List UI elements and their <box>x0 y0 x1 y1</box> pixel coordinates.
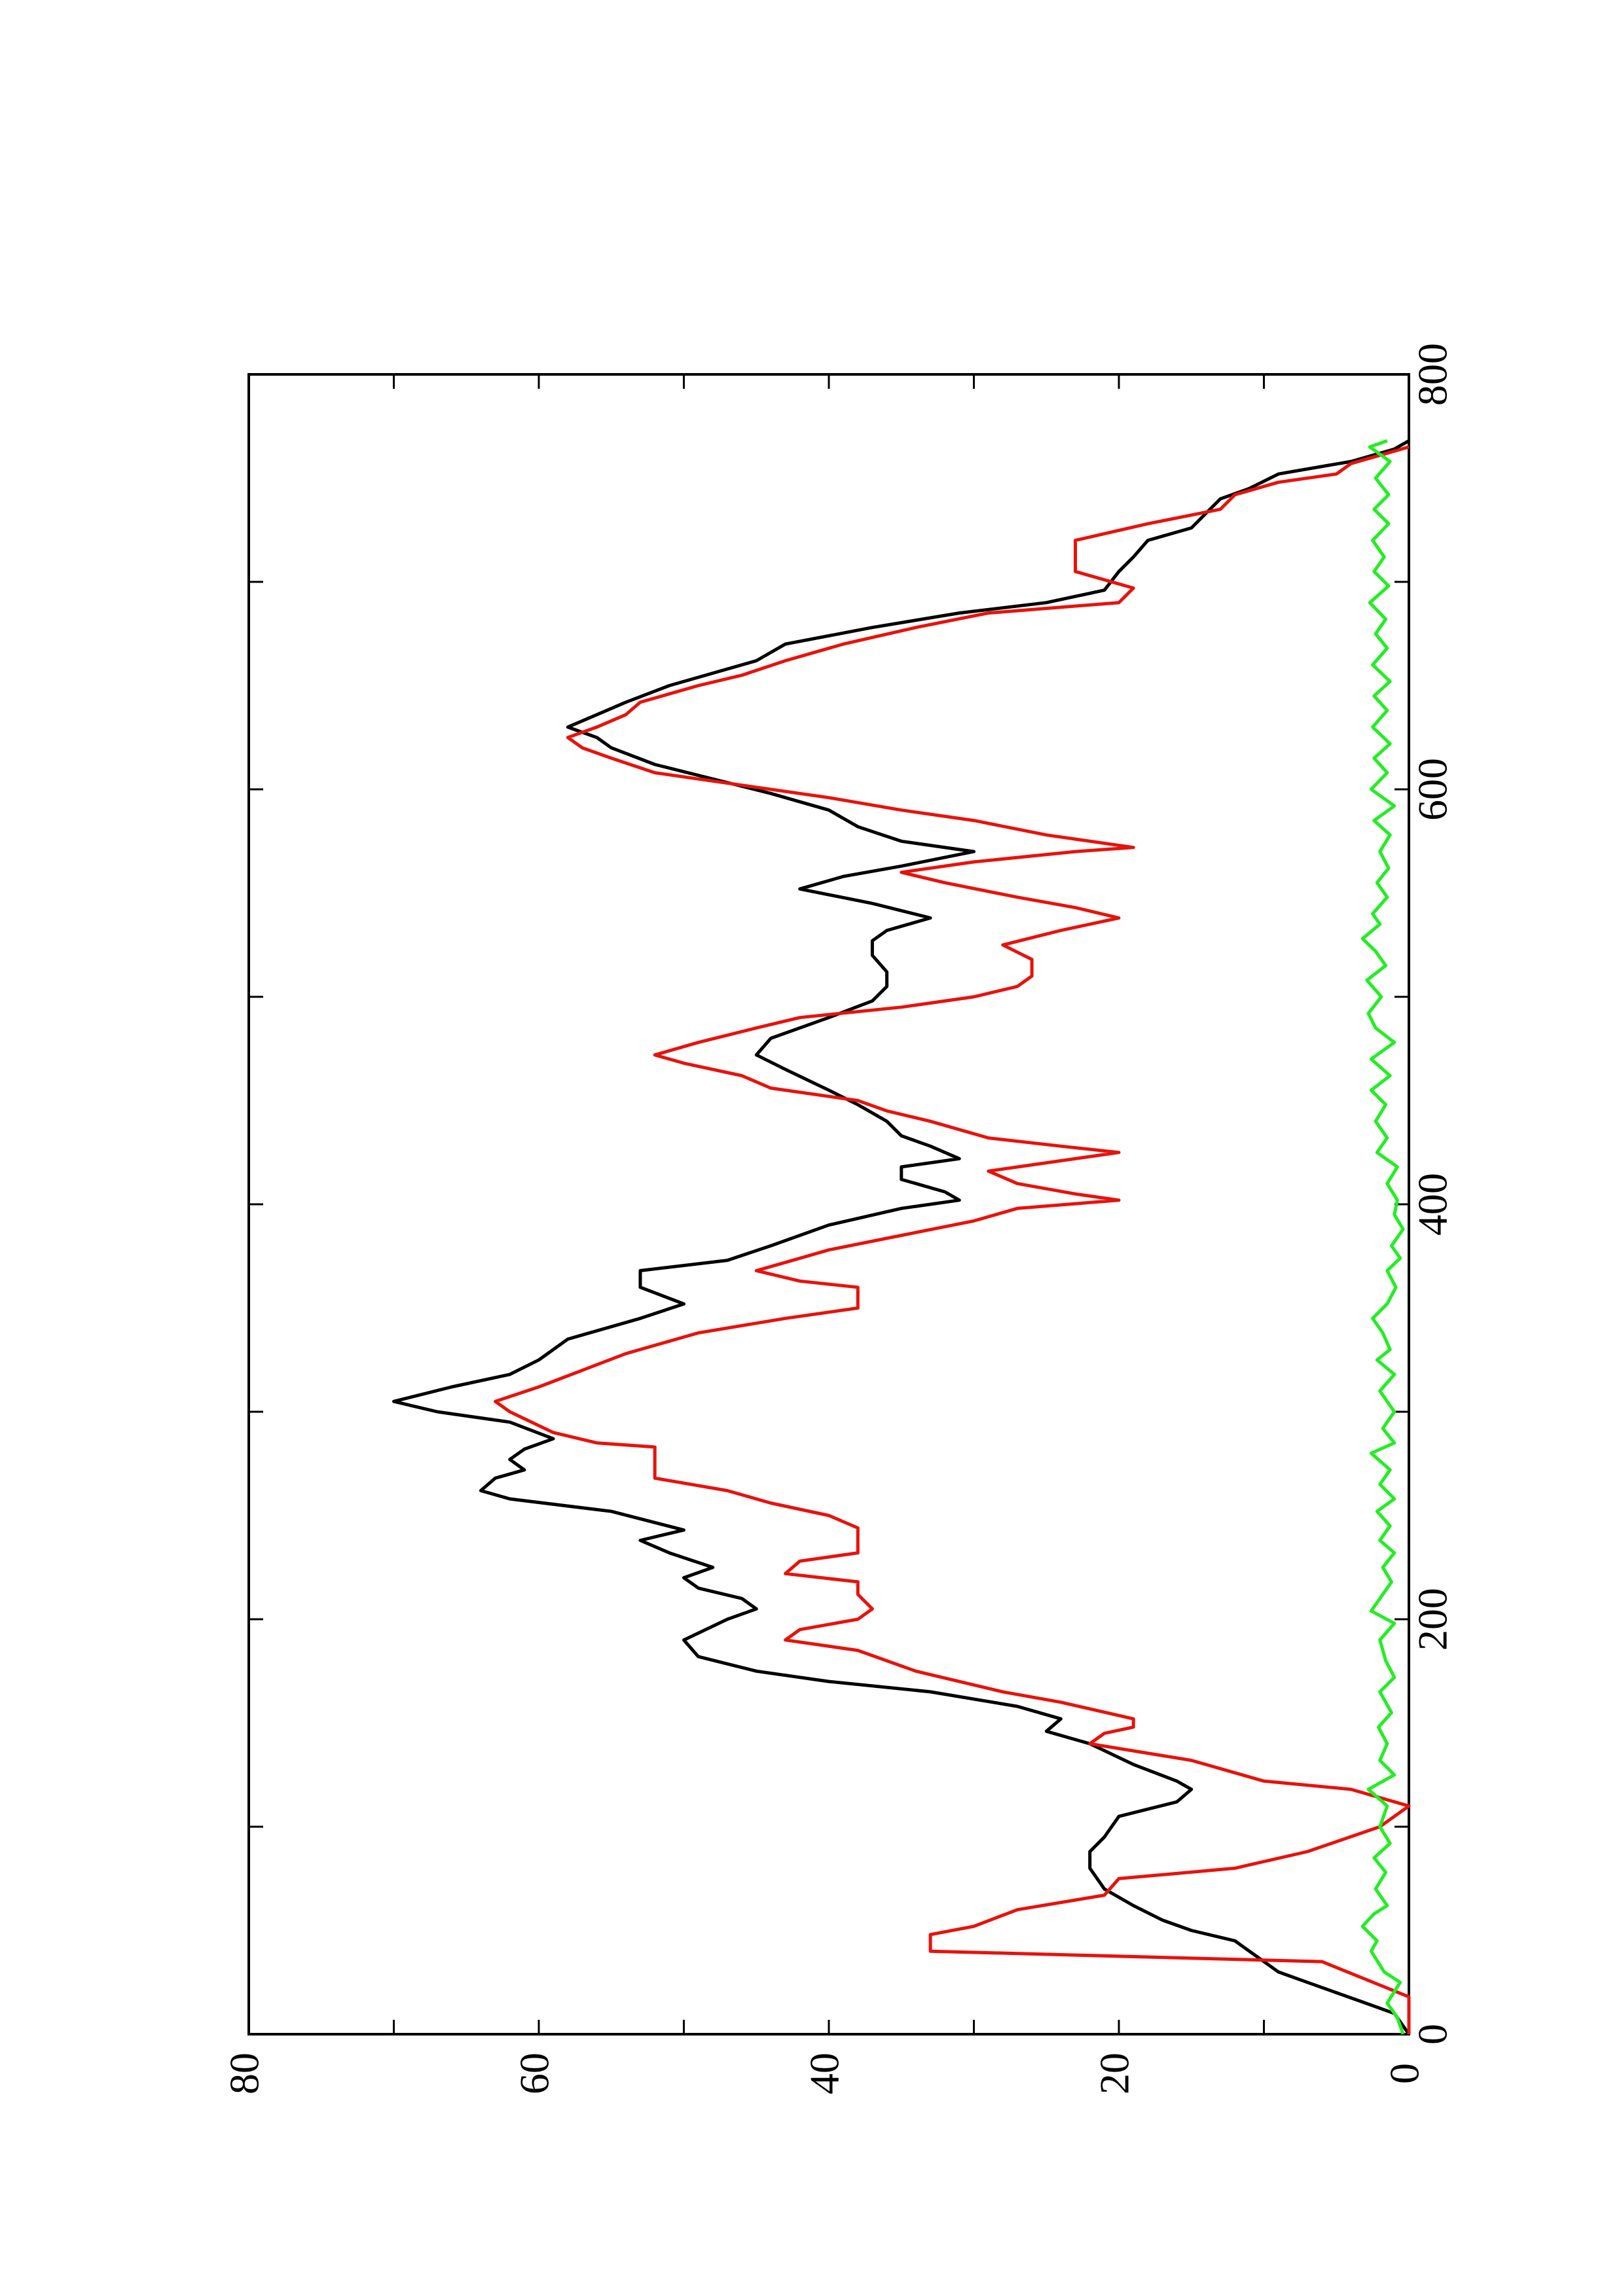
series-line-1 <box>392 439 1411 2036</box>
y-tick-label-1: 20 <box>1091 2053 1138 2094</box>
tick-labels: 0 200 400 600 800 0 20 40 60 80 <box>221 343 1456 2094</box>
series-line-2 <box>494 445 1411 2034</box>
x-tick-label-4: 800 <box>1410 343 1456 406</box>
y-tick-label-0: 0 <box>1381 2063 1428 2084</box>
ticks <box>247 373 1410 2036</box>
series-line-3 <box>1360 439 1405 2035</box>
x-tick-label-2: 400 <box>1410 1173 1456 1236</box>
x-tick-label-3: 600 <box>1410 758 1456 821</box>
y-tick-label-2: 40 <box>801 2053 848 2094</box>
series-layer <box>392 439 1411 2036</box>
y-tick-label-4: 80 <box>221 2053 268 2094</box>
x-tick-label-1: 200 <box>1410 1588 1456 1651</box>
x-tick-label-0: 0 <box>1410 2024 1456 2045</box>
plot-frame <box>247 373 1410 2036</box>
y-tick-label-3: 60 <box>511 2053 558 2094</box>
